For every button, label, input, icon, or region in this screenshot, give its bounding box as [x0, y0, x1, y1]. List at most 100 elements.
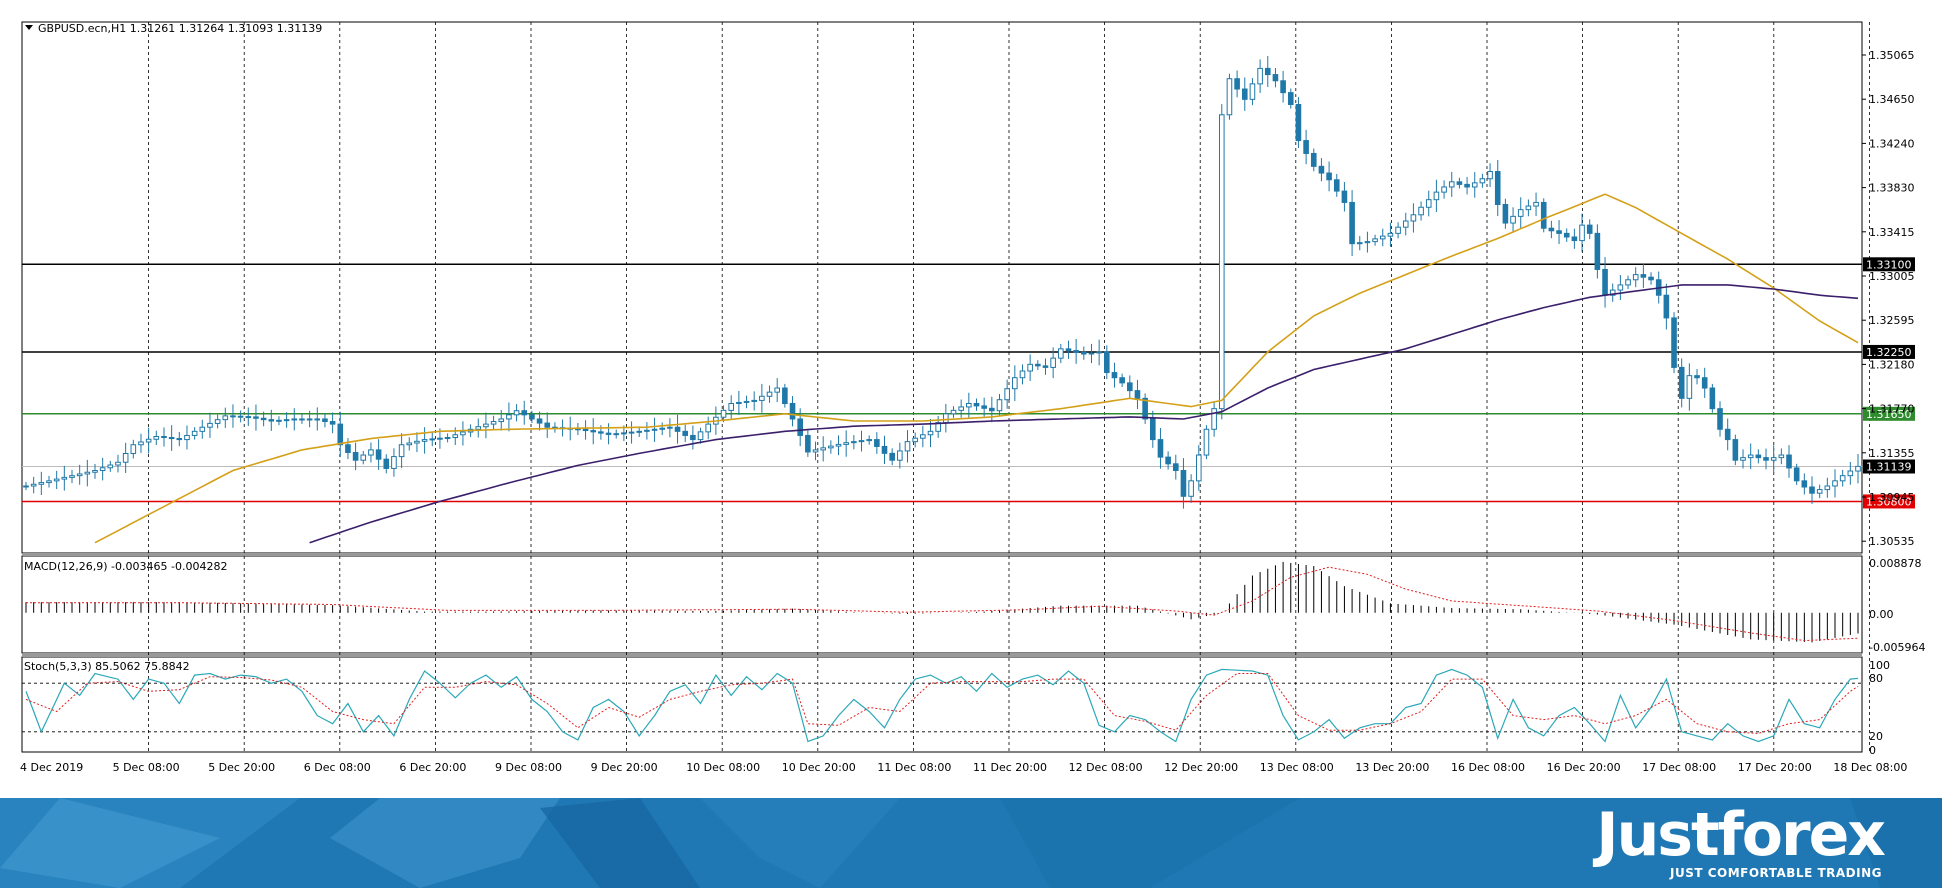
x-tick-label: 18 Dec 08:00 [1833, 761, 1907, 774]
level-price-label: 1.30800 [1866, 495, 1912, 508]
x-tick-label: 9 Dec 08:00 [495, 761, 562, 774]
trading-chart: 1.33100 1.32250 1.31650 1.30800 1.31139 4 De… [20, 21, 1925, 774]
candle [130, 444, 137, 455]
candle [38, 482, 45, 485]
candle [866, 439, 872, 442]
candle [690, 434, 696, 441]
candle [1019, 370, 1026, 379]
stoch-tick-label: 100 [1869, 659, 1890, 672]
candle [337, 423, 344, 446]
candle [1533, 201, 1539, 207]
candle [406, 442, 413, 446]
candle [460, 431, 466, 436]
candle [176, 438, 183, 441]
candle [1157, 439, 1164, 458]
macd-label: MACD(12,26,9) -0.003465 -0.004282 [24, 560, 227, 573]
candle [1502, 203, 1509, 224]
candle [667, 426, 673, 429]
x-tick-label: 17 Dec 08:00 [1642, 761, 1716, 774]
macd-panel [21, 555, 1863, 654]
candle [1042, 365, 1049, 368]
candle [1287, 92, 1294, 105]
candle [950, 409, 957, 415]
candle [613, 433, 620, 436]
candle [682, 430, 689, 436]
x-tick-label: 6 Dec 08:00 [304, 761, 371, 774]
candle [1065, 348, 1072, 352]
candle [759, 395, 765, 401]
y-tick-label: 1.32180 [1869, 358, 1915, 371]
candle [391, 456, 397, 469]
candle [506, 414, 512, 420]
stoch-signal-line [25, 673, 1859, 734]
candle [1349, 201, 1355, 245]
candle [207, 422, 213, 428]
candle [1763, 457, 1769, 461]
dropdown-triangle-icon[interactable] [25, 25, 33, 30]
candle [1433, 191, 1440, 201]
candle [1341, 190, 1348, 203]
candle [1694, 375, 1700, 379]
level-price-box [1863, 494, 1915, 509]
candle [1632, 274, 1639, 281]
candle [184, 434, 190, 441]
candle [145, 438, 152, 443]
candle [23, 485, 29, 488]
level-price-box [1863, 344, 1915, 359]
candle [1058, 348, 1064, 359]
candle [1755, 454, 1762, 459]
candle [1678, 366, 1685, 399]
candle [1663, 294, 1670, 319]
candle [1640, 274, 1647, 278]
candle [935, 422, 941, 432]
candle [1295, 103, 1302, 142]
candle [92, 470, 98, 473]
candle [1494, 171, 1501, 205]
candle [598, 431, 604, 434]
y-tick-label: 1.34240 [1869, 137, 1915, 150]
y-tick-label: 1.34650 [1869, 93, 1915, 106]
y-tick-label: 1.30535 [1869, 535, 1915, 548]
candle [1280, 80, 1286, 94]
candle [329, 421, 336, 425]
candle [230, 415, 236, 418]
stoch-tick-label: 0 [1869, 744, 1876, 757]
candle [191, 430, 198, 436]
candle [705, 423, 712, 433]
candle [30, 483, 37, 487]
candle [1855, 465, 1861, 472]
candle [958, 406, 964, 411]
x-tick-label: 13 Dec 08:00 [1260, 761, 1334, 774]
candle [1241, 88, 1248, 100]
candle [1709, 387, 1716, 410]
candle [268, 419, 275, 422]
candle [1671, 317, 1677, 368]
candle [1701, 377, 1708, 389]
candle [437, 437, 443, 440]
candle [513, 410, 520, 416]
candle [605, 432, 612, 435]
candle [260, 417, 267, 421]
candle [153, 435, 160, 440]
candle [398, 444, 405, 458]
candle [1625, 279, 1631, 286]
candle [1540, 201, 1547, 229]
candle [1617, 284, 1624, 291]
candle [720, 409, 727, 418]
panel-divider [22, 653, 1862, 657]
candle [659, 427, 666, 430]
candle [1586, 224, 1593, 234]
candle [1847, 470, 1854, 477]
candle [736, 401, 742, 404]
y-tick-label: 1.30945 [1869, 491, 1915, 504]
candle [222, 415, 229, 421]
candle [590, 430, 597, 433]
candle [1218, 114, 1225, 410]
candle [889, 452, 895, 461]
macd-tick-label: 0.008878 [1869, 557, 1922, 570]
candle [1257, 67, 1263, 85]
candle [1356, 242, 1363, 245]
candle [751, 399, 758, 402]
candle [1571, 236, 1578, 242]
candle [1073, 350, 1079, 353]
